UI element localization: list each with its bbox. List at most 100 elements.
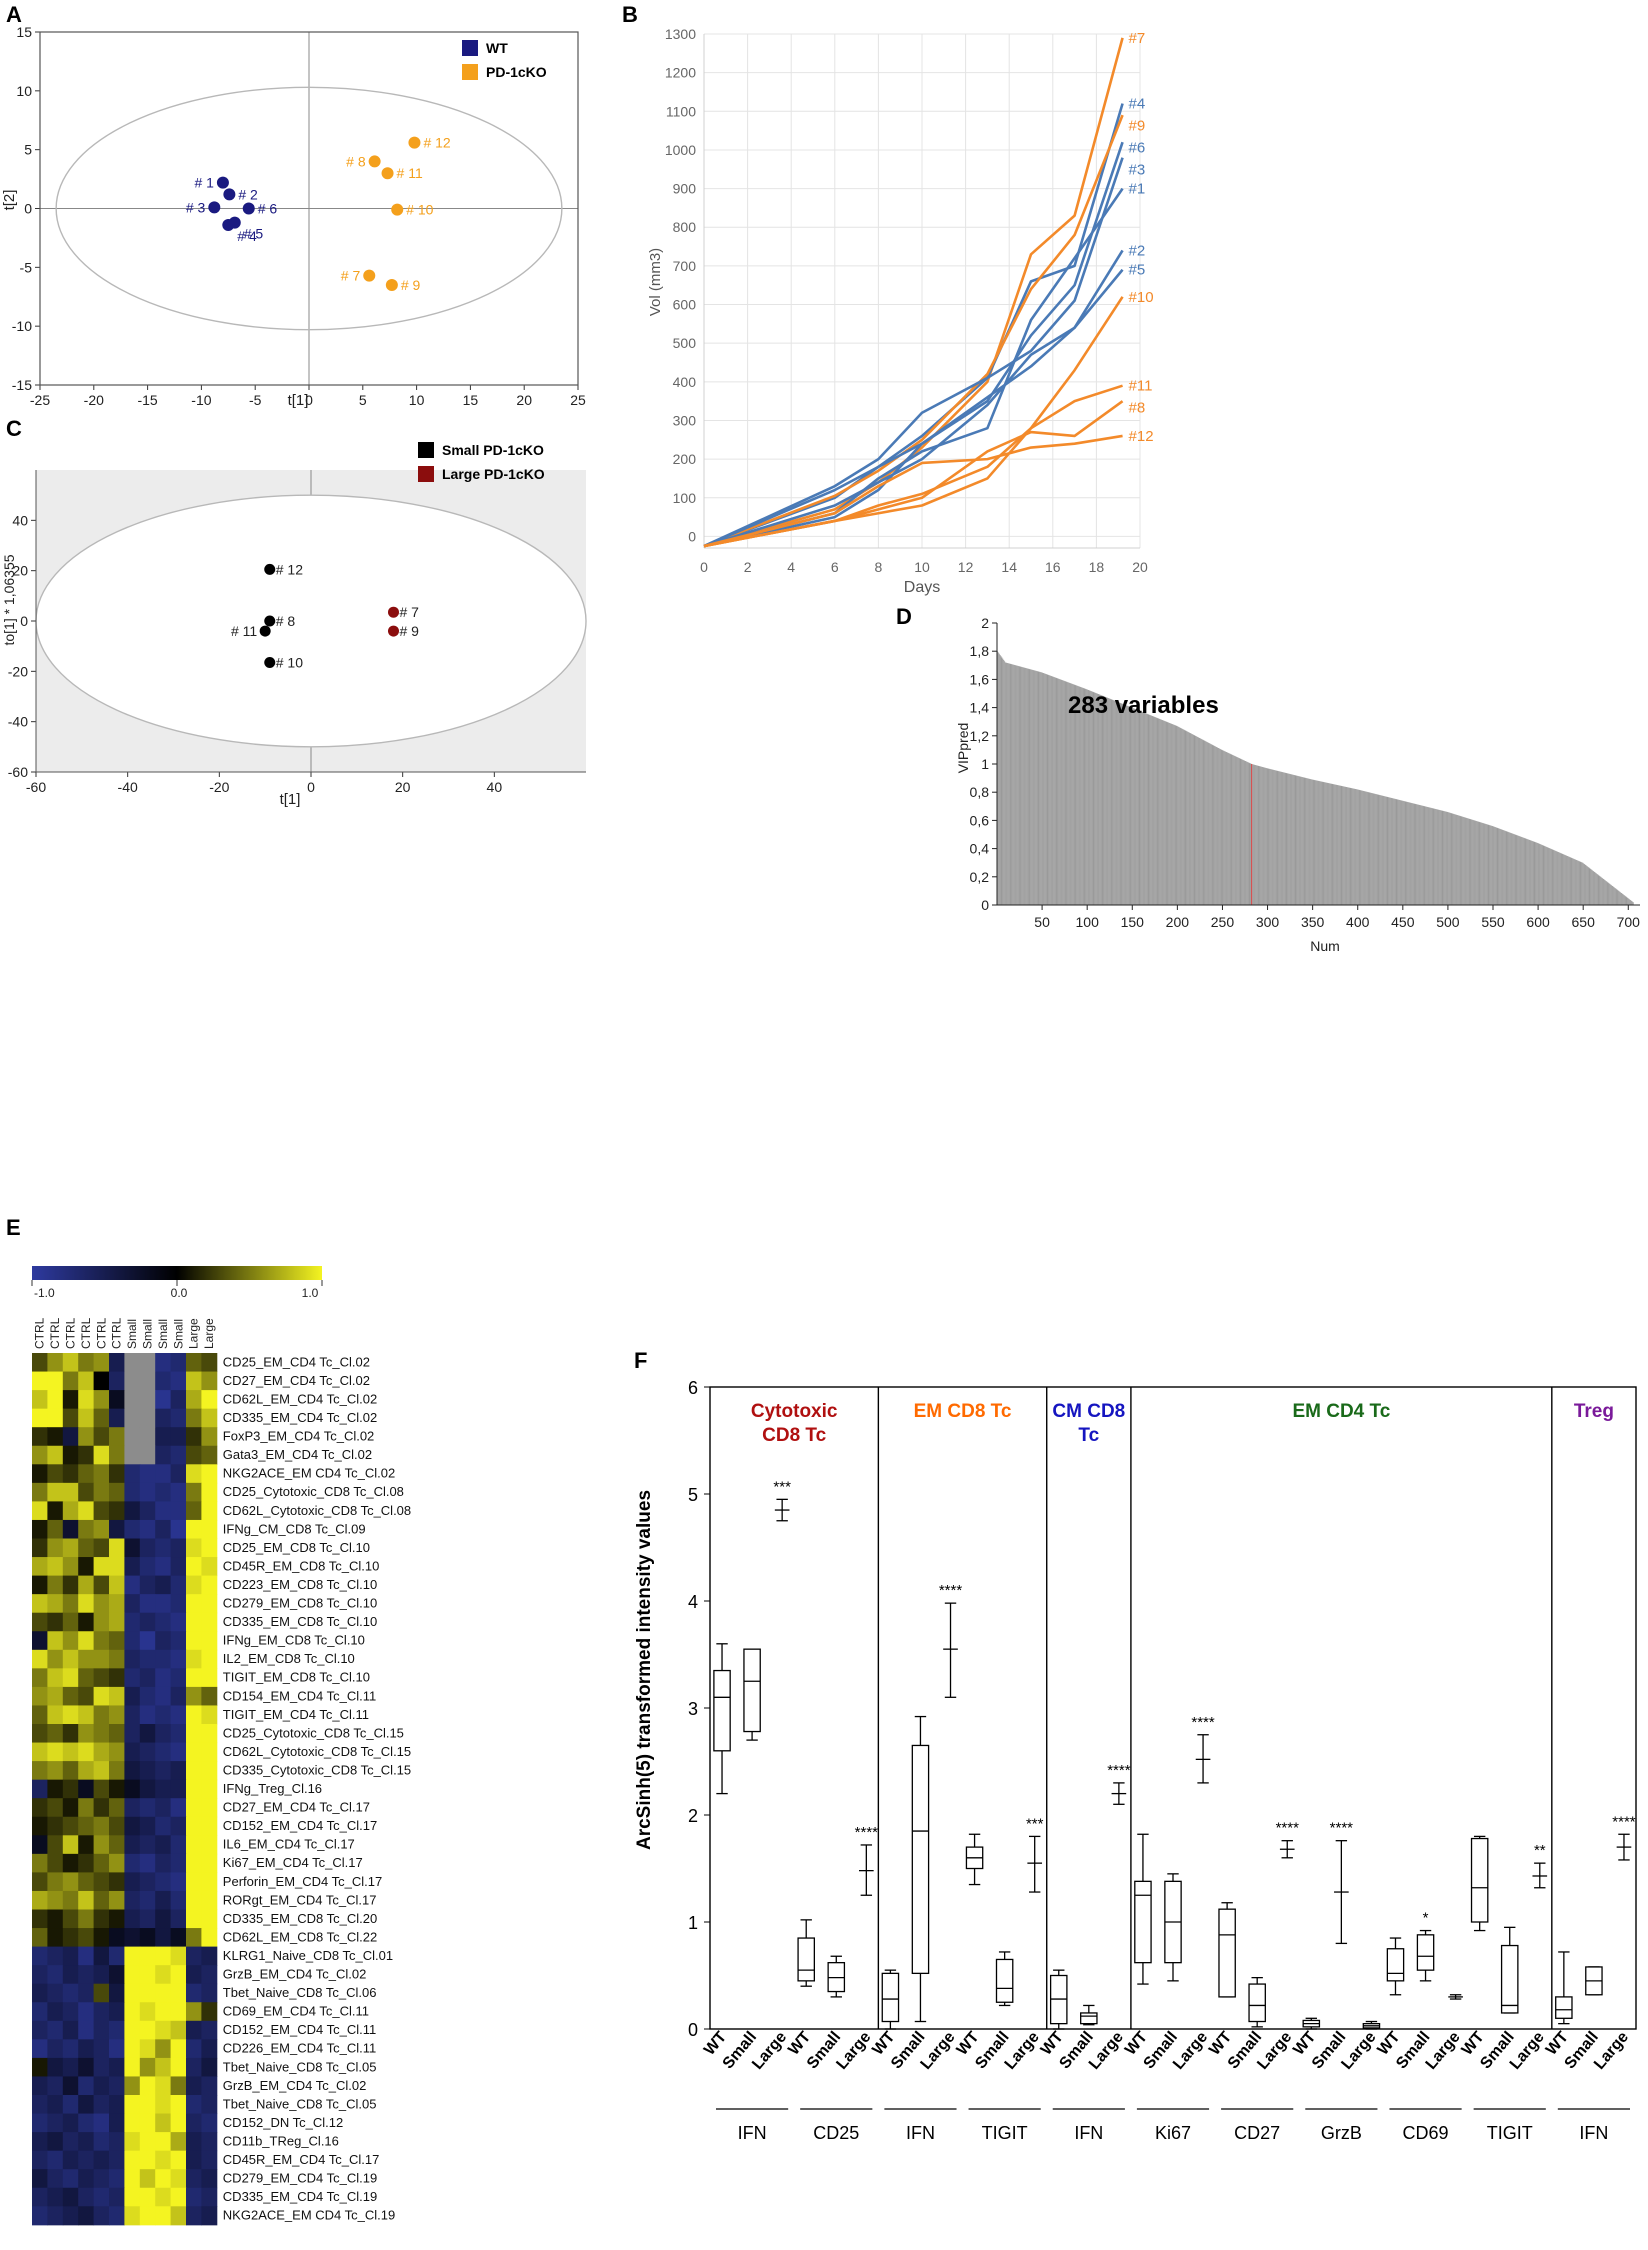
e-cell	[109, 2095, 125, 2114]
panel-c-y-axis-label: to[1] * 1,06355	[1, 554, 17, 645]
e-cell	[186, 2002, 202, 2021]
e-cell	[78, 1891, 94, 1910]
e-cell	[201, 2132, 217, 2151]
e-cell	[140, 2076, 156, 2095]
f-category-label: Large	[1507, 2029, 1548, 2073]
e-cell	[124, 1594, 140, 1613]
d-bar	[1211, 744, 1212, 905]
f-subpanel-title: EM CD4 Tc	[1292, 1401, 1390, 1422]
e-cell	[109, 1520, 125, 1539]
e-cell	[201, 2076, 217, 2095]
a-point-label: # 3	[186, 199, 206, 215]
e-cell	[78, 1409, 94, 1428]
e-cell	[63, 2188, 79, 2207]
d-bar	[1269, 769, 1270, 905]
e-cell	[32, 2114, 48, 2133]
d-bar	[1198, 737, 1199, 905]
e-cell	[78, 1724, 94, 1743]
d-bar	[1585, 865, 1586, 905]
d-bar	[1374, 794, 1375, 905]
e-cell	[78, 1576, 94, 1595]
d-bar	[1271, 769, 1272, 905]
e-cell	[124, 1947, 140, 1966]
d-bar	[1546, 847, 1547, 905]
e-cell	[155, 2114, 171, 2133]
e-cell	[109, 1557, 125, 1576]
e-cell	[32, 1872, 48, 1891]
d-bar	[1010, 664, 1011, 905]
d-bar	[1299, 776, 1300, 905]
d-bar	[1614, 887, 1615, 905]
e-cell	[32, 1353, 48, 1372]
a-point	[369, 155, 381, 167]
e-cell	[124, 2132, 140, 2151]
e-cell	[78, 1780, 94, 1799]
e-cell	[47, 2169, 63, 2188]
d-bar	[1093, 692, 1094, 905]
d-bar	[1051, 676, 1052, 905]
a-point-label: # 8	[346, 153, 366, 169]
d-bar	[1531, 841, 1532, 905]
e-cell	[109, 1409, 125, 1428]
e-row-label: CD154_EM_CD4 Tc_Cl.11	[223, 1688, 376, 1703]
b-x-tick-label: 2	[744, 559, 752, 575]
e-cell	[47, 2039, 63, 2058]
a-point-label: # 11	[397, 165, 423, 181]
f-y-tick-label: 4	[688, 1592, 698, 1612]
d-bar	[1298, 776, 1299, 905]
d-bar	[1171, 724, 1172, 905]
d-bar	[1257, 765, 1258, 905]
f-marker-label: IFN	[1579, 2123, 1608, 2143]
d-x-tick-label: 500	[1436, 914, 1460, 930]
d-bar	[1193, 735, 1194, 905]
panel-f-y-axis-label: ArcSinh(5) transformed intensity values	[634, 1490, 655, 1850]
d-bar	[1229, 753, 1230, 905]
e-cell	[171, 1743, 187, 1762]
e-cell	[155, 1409, 171, 1428]
e-cell	[140, 1613, 156, 1632]
d-bar	[1435, 809, 1436, 905]
e-cell	[63, 1520, 79, 1539]
e-column-label: CTRL	[79, 1317, 93, 1349]
e-row-label: CD45R_EM_CD8 Tc_Cl.10	[223, 1558, 380, 1573]
c-point	[388, 607, 399, 618]
e-cell	[47, 2095, 63, 2114]
e-cell	[201, 2206, 217, 2225]
e-cell	[94, 1501, 110, 1520]
d-bar	[1185, 730, 1186, 905]
d-bar	[1313, 780, 1314, 905]
e-cell	[171, 2114, 187, 2133]
d-bar	[1283, 772, 1284, 905]
a-y-tick-label: 0	[24, 201, 32, 217]
e-cell	[201, 1798, 217, 1817]
e-cell	[186, 2021, 202, 2040]
e-cell	[171, 2002, 187, 2021]
d-bar	[1617, 890, 1618, 905]
d-bar	[1274, 770, 1275, 905]
d-bar	[1046, 674, 1047, 905]
e-row-label: CD27_EM_CD4 Tc_Cl.17	[223, 1800, 370, 1815]
d-bar	[1170, 723, 1171, 905]
d-bar	[1479, 822, 1480, 905]
e-cell	[94, 2114, 110, 2133]
d-bar	[1381, 795, 1382, 905]
d-x-tick-label: 400	[1346, 914, 1370, 930]
d-bar	[1370, 793, 1371, 905]
d-bar	[1259, 766, 1260, 905]
f-y-tick-label: 3	[688, 1699, 698, 1719]
d-bar	[1049, 675, 1050, 905]
d-bar	[1409, 802, 1410, 905]
d-bar	[1360, 790, 1361, 905]
e-cell	[109, 1594, 125, 1613]
e-cell	[32, 1427, 48, 1446]
d-bar	[1199, 738, 1200, 905]
e-row-label: CD25_EM_CD8 Tc_Cl.10	[223, 1540, 370, 1555]
e-cell	[201, 1557, 217, 1576]
d-bar	[1286, 773, 1287, 905]
e-cell	[201, 1947, 217, 1966]
d-bar	[1167, 722, 1168, 905]
e-row-label: CD25_Cytotoxic_CD8 Tc_Cl.15	[223, 1725, 404, 1740]
d-bar	[1432, 808, 1433, 905]
d-bar	[1360, 790, 1361, 905]
e-cell	[94, 1372, 110, 1391]
